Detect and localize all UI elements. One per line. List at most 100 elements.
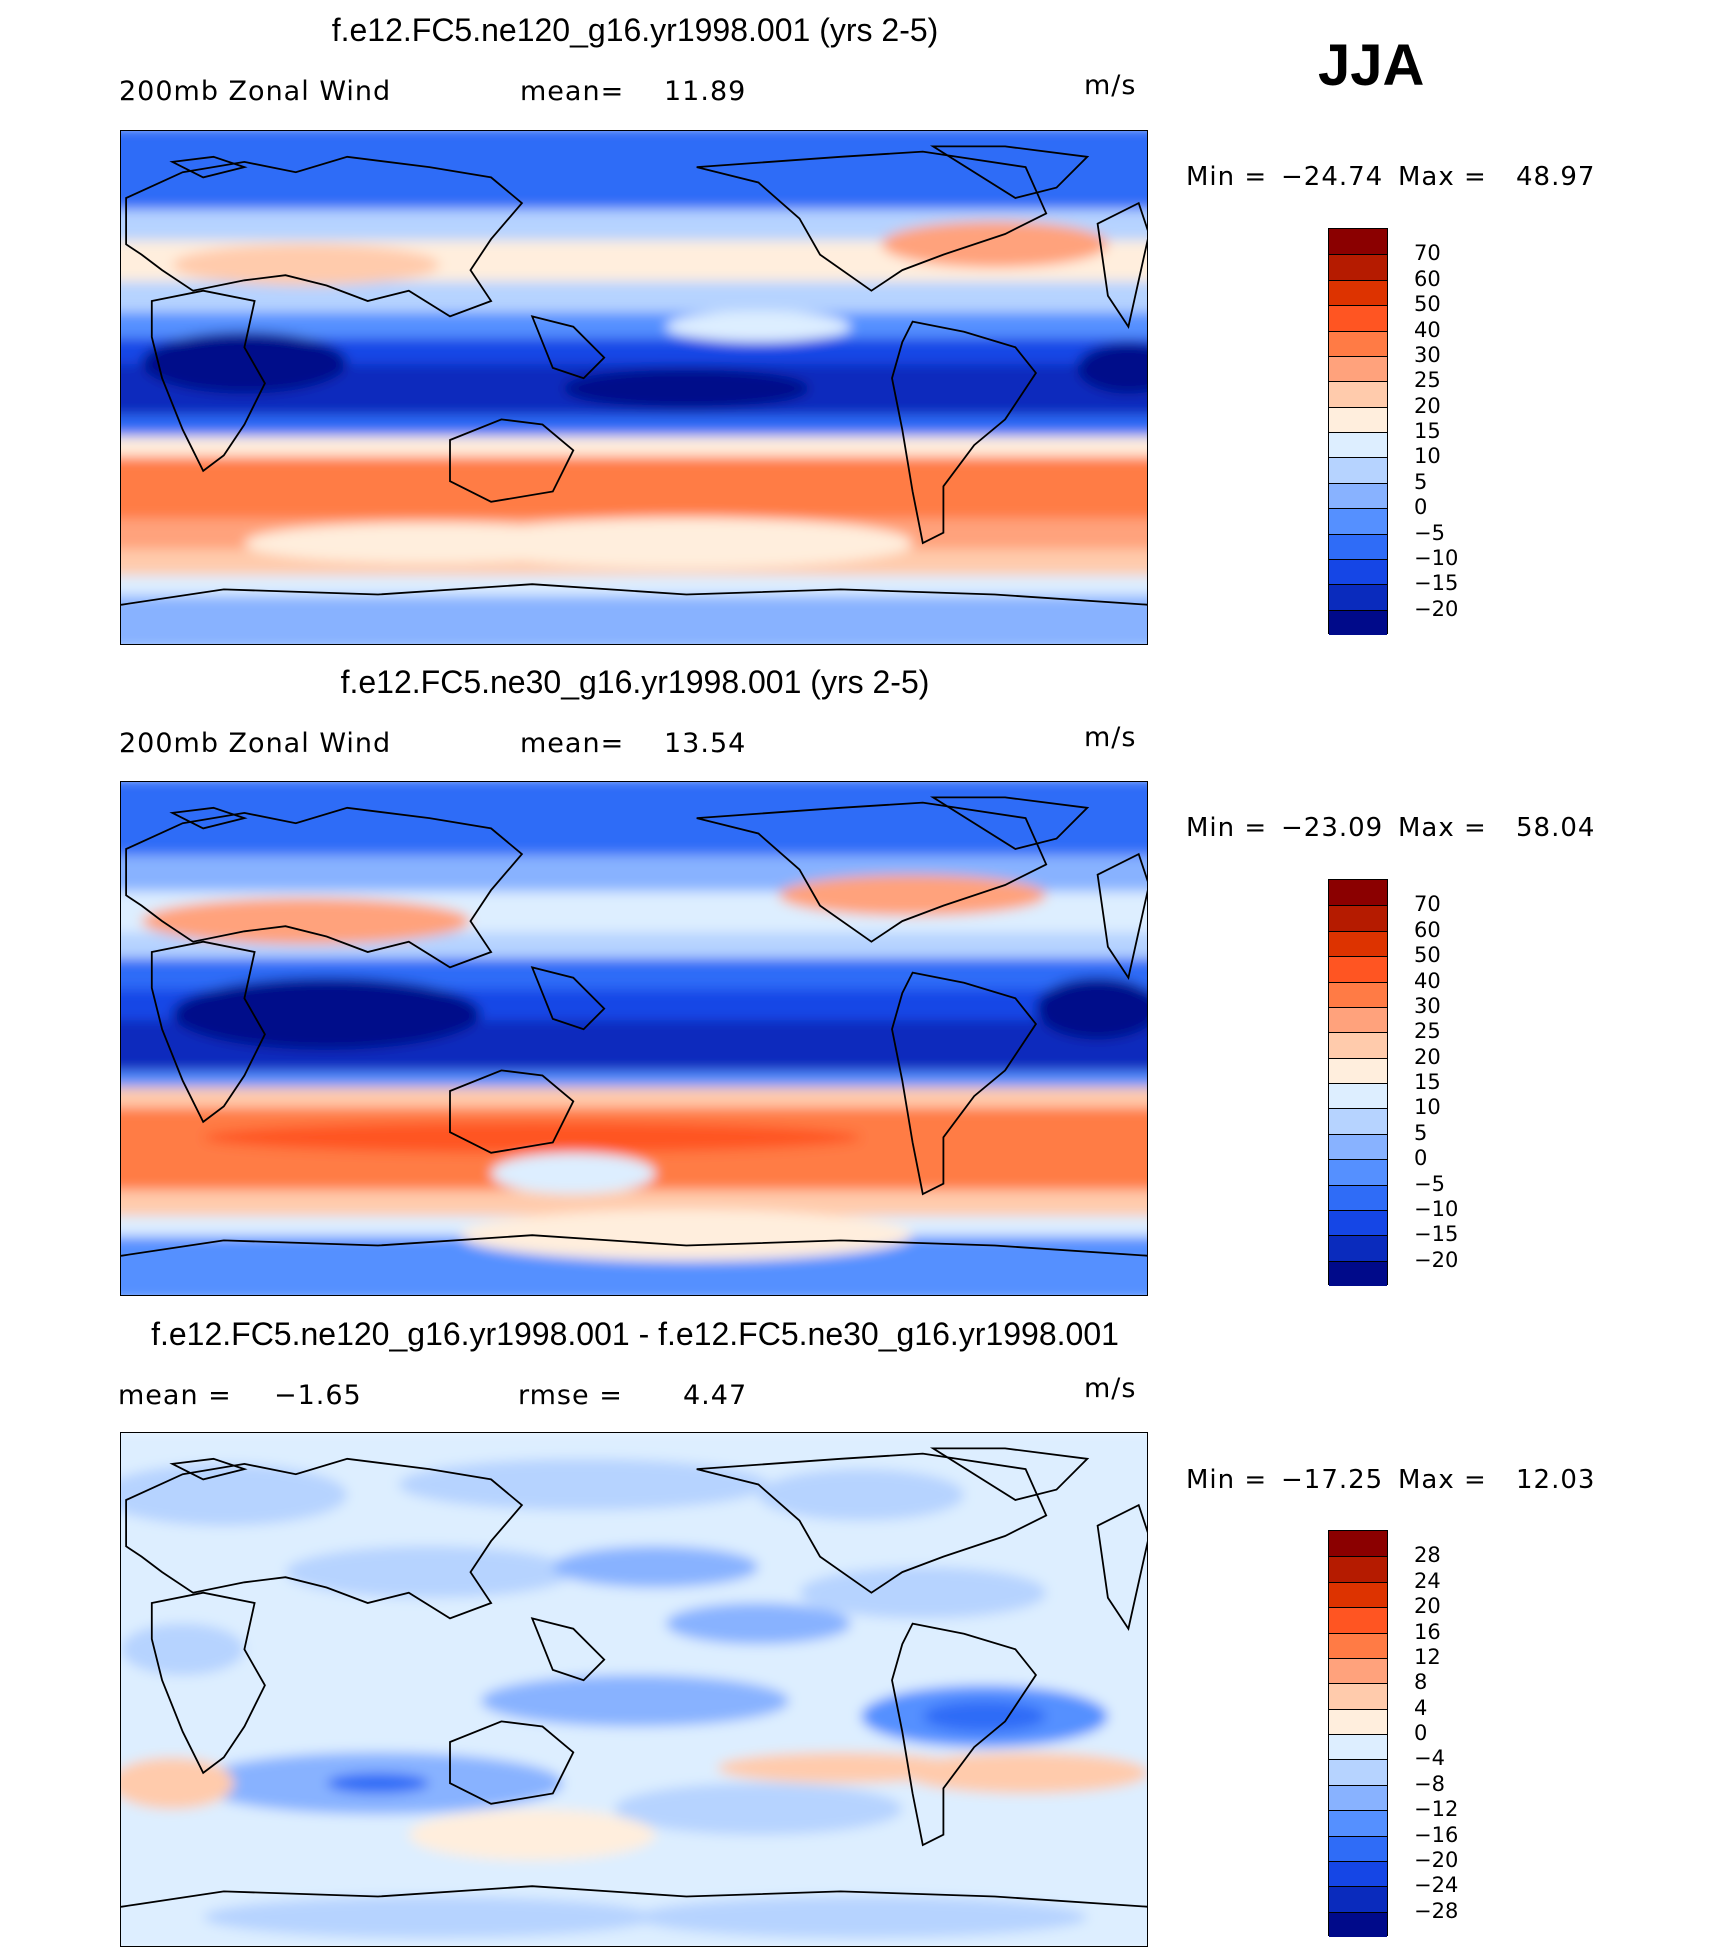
panel-2-units: m/s bbox=[1084, 722, 1137, 753]
coastline bbox=[169, 155, 248, 179]
coastline bbox=[150, 940, 266, 1124]
coastlines bbox=[121, 796, 1147, 1257]
coastline bbox=[530, 966, 606, 1031]
contour-blob bbox=[141, 897, 471, 945]
colorbar-swatch bbox=[1329, 905, 1387, 931]
colorbar-tick-label: −8 bbox=[1414, 1771, 1445, 1796]
colorbar-tick-label: 20 bbox=[1414, 1594, 1441, 1619]
coastlines bbox=[121, 145, 1147, 606]
colorbar-swatch bbox=[1329, 482, 1387, 509]
contour-blob bbox=[758, 1469, 964, 1521]
colorbar-tick-label: 25 bbox=[1414, 1019, 1441, 1044]
colorbar-swatch bbox=[1329, 1133, 1387, 1160]
colorbar-swatch bbox=[1329, 1759, 1387, 1785]
contour-blob bbox=[172, 244, 440, 286]
panel-1-max-label: Max = bbox=[1398, 162, 1487, 192]
panel-2-min-value: −23.09 bbox=[1281, 813, 1384, 843]
colorbar-swatch bbox=[1329, 1657, 1387, 1684]
colorbar-swatch bbox=[1329, 406, 1387, 432]
colorbar-swatch bbox=[1329, 1835, 1387, 1861]
coastline bbox=[169, 806, 248, 830]
panel-2-variable: 200mb Zonal Wind bbox=[119, 728, 392, 759]
colorbar-swatch bbox=[1329, 1108, 1387, 1134]
colorbar-tick-label: 60 bbox=[1414, 266, 1441, 291]
panel-1-map bbox=[120, 130, 1148, 645]
panel-2-mean-value: 13.54 bbox=[664, 728, 747, 759]
panel-1-min-label: Min = bbox=[1186, 162, 1268, 192]
coastline bbox=[1096, 201, 1147, 329]
colorbar-tick-label: 60 bbox=[1414, 917, 1441, 942]
panel-3-min-value: −17.25 bbox=[1281, 1465, 1384, 1495]
coastline bbox=[891, 971, 1038, 1196]
coastline bbox=[696, 801, 1048, 943]
contour-blob bbox=[614, 1783, 903, 1835]
contour-blob bbox=[398, 1458, 769, 1511]
colorbar-tick-label: 10 bbox=[1414, 1095, 1441, 1120]
colorbar-tick-label: 25 bbox=[1414, 368, 1441, 393]
contour-blob bbox=[717, 1752, 964, 1784]
contour-band bbox=[121, 595, 1147, 644]
contour-band bbox=[121, 456, 1147, 527]
panel-2-mean-label: mean= bbox=[520, 728, 625, 759]
colorbar-tick-label: 50 bbox=[1414, 292, 1441, 317]
contour-blob bbox=[552, 1546, 759, 1588]
colorbar-tick-label: 28 bbox=[1414, 1543, 1441, 1568]
colorbar-swatch bbox=[1329, 1886, 1387, 1912]
coastline bbox=[121, 583, 1147, 606]
colorbar-swatch bbox=[1329, 381, 1387, 407]
colorbar-swatch bbox=[1329, 508, 1387, 534]
colorbar-swatch bbox=[1329, 1810, 1387, 1836]
colorbar-swatch bbox=[1329, 1531, 1387, 1557]
coastlines bbox=[121, 1447, 1147, 1908]
colorbar-tick-label: 0 bbox=[1414, 1146, 1428, 1171]
contour-band bbox=[121, 782, 1147, 864]
colorbar-swatch bbox=[1329, 1083, 1387, 1109]
colorbar-tick-label: 5 bbox=[1414, 469, 1428, 494]
colorbar-swatch bbox=[1329, 1911, 1387, 1937]
colorbar-tick-label: −15 bbox=[1414, 571, 1459, 596]
colorbar-swatch bbox=[1329, 457, 1387, 483]
colorbar-swatch bbox=[1329, 279, 1387, 306]
coastline bbox=[530, 1617, 606, 1682]
colorbar-swatch bbox=[1329, 880, 1387, 906]
coastline bbox=[125, 1457, 524, 1620]
colorbar-swatch bbox=[1329, 355, 1387, 382]
panel-3-mean-label: mean = bbox=[118, 1380, 232, 1411]
contour-blob bbox=[881, 221, 1108, 268]
coastline bbox=[169, 1457, 248, 1481]
coastline bbox=[150, 1591, 266, 1775]
colorbar-tick-label: 15 bbox=[1414, 419, 1441, 443]
contour-blob bbox=[326, 1772, 430, 1794]
colorbar-tick-label: −28 bbox=[1414, 1898, 1459, 1923]
colorbar-tick-label: 70 bbox=[1414, 892, 1441, 917]
panel-1-title: f.e12.FC5.ne120_g16.yr1998.001 (yrs 2-5) bbox=[331, 12, 939, 48]
colorbar-swatch bbox=[1329, 1057, 1387, 1083]
colorbar-swatch bbox=[1329, 1159, 1387, 1185]
colorbar-tick-label: −15 bbox=[1414, 1222, 1459, 1247]
colorbar-swatch bbox=[1329, 1632, 1387, 1658]
colorbar-swatch bbox=[1329, 1860, 1387, 1887]
contour-blob bbox=[203, 1896, 656, 1938]
coastline bbox=[121, 1885, 1147, 1908]
colorbar-swatch bbox=[1329, 1006, 1387, 1033]
colorbar-swatch bbox=[1329, 254, 1387, 280]
contour-blob bbox=[778, 874, 1047, 916]
contour-blob bbox=[408, 1808, 656, 1861]
panel-3-max-value: 12.03 bbox=[1516, 1465, 1596, 1495]
contour-blob bbox=[665, 1602, 851, 1645]
contour-blob bbox=[491, 1152, 656, 1194]
panel-2-min-label: Min = bbox=[1186, 813, 1268, 843]
colorbar-tick-label: 30 bbox=[1414, 342, 1441, 367]
colorbar-tick-label: −10 bbox=[1414, 545, 1459, 570]
colorbar-tick-label: 50 bbox=[1414, 943, 1441, 968]
contour-blob bbox=[460, 517, 913, 569]
colorbar-tick-label: −20 bbox=[1414, 1847, 1459, 1872]
colorbar-tick-label: −5 bbox=[1414, 1171, 1445, 1196]
colorbar-swatch bbox=[1329, 229, 1387, 255]
coastline bbox=[125, 155, 524, 318]
panel-2-map bbox=[120, 781, 1148, 1296]
colorbar-tick-label: 15 bbox=[1414, 1070, 1441, 1094]
contour-blob bbox=[285, 1546, 574, 1598]
colorbar-tick-label: 20 bbox=[1414, 393, 1441, 418]
colorbar-swatch bbox=[1329, 1683, 1387, 1709]
